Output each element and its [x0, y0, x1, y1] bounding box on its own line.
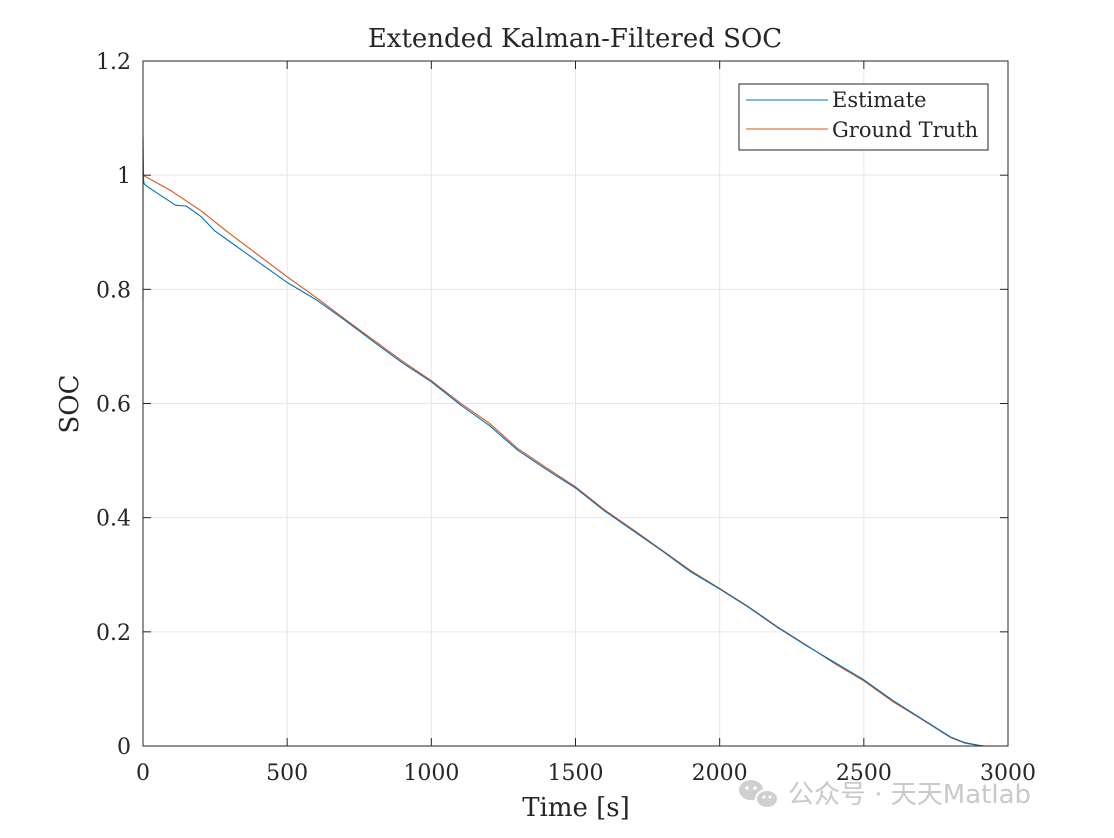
wechat-icon: [739, 780, 779, 809]
y-tick-label: 1: [117, 164, 131, 189]
y-tick-label: 0: [117, 735, 131, 760]
series-layer: [142, 134, 985, 747]
legend-label-ground-truth: Ground Truth: [832, 118, 978, 142]
x-tick-label: 3000: [980, 761, 1036, 786]
x-tick-label: 2500: [836, 761, 892, 786]
series-line-estimate: [142, 134, 985, 747]
legend: Estimate Ground Truth: [738, 83, 989, 151]
watermark: 公众号 · 天天Matlab: [739, 780, 1031, 810]
legend-label-estimate: Estimate: [832, 88, 927, 112]
chart-title: Extended Kalman-Filtered SOC: [368, 24, 782, 54]
x-tick-label: 0: [136, 761, 150, 786]
x-tick-label: 2000: [692, 761, 748, 786]
y-tick-label: 0.4: [96, 507, 131, 532]
watermark-text: 公众号 · 天天Matlab: [788, 780, 1031, 810]
tick-labels: 0 500 1000 1500 2000 2500 3000 0 0.2 0.4 0.6 0.8 1 1.…: [96, 50, 1036, 786]
y-tick-label: 1.2: [96, 50, 131, 75]
ticks-layer: [142, 60, 1009, 747]
y-tick-label: 0.2: [96, 621, 131, 646]
y-tick-label: 0.8: [96, 278, 131, 303]
x-tick-label: 500: [266, 761, 308, 786]
x-axis-label: Time [s]: [522, 793, 630, 823]
series-line-ground-truth: [142, 174, 985, 747]
y-tick-label: 0.6: [96, 393, 131, 418]
legend-box: [738, 83, 989, 151]
x-tick-label: 1500: [548, 761, 604, 786]
x-tick-label: 1000: [403, 761, 459, 786]
y-axis-label: SOC: [55, 374, 85, 433]
